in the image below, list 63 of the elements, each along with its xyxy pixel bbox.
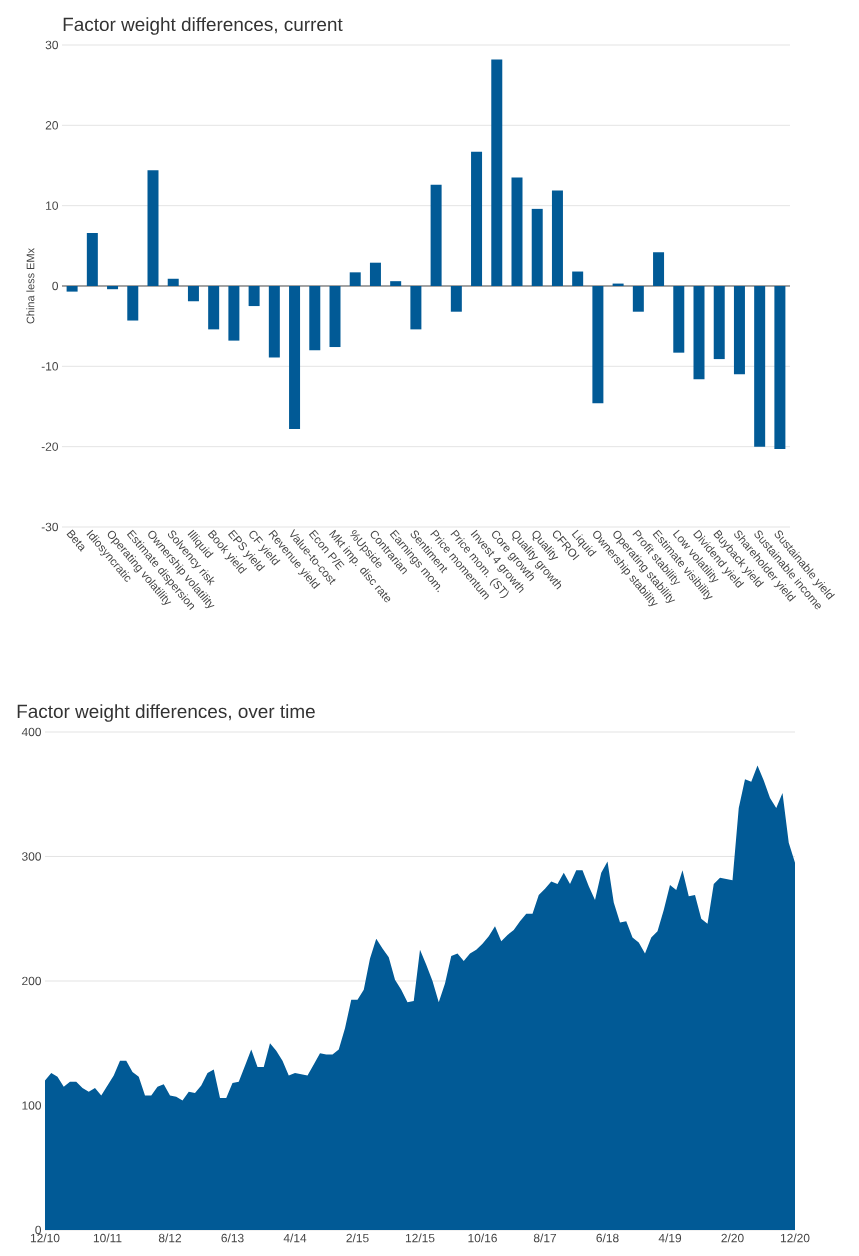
bar	[187, 285, 199, 302]
bar	[632, 285, 644, 312]
bar	[86, 232, 98, 286]
bar	[369, 262, 381, 286]
bar	[491, 59, 503, 286]
x-tick-label: 6/13	[221, 1233, 244, 1243]
x-tick-label: 4/14	[283, 1233, 307, 1243]
bar	[390, 281, 402, 286]
x-tick-label: 4/19	[658, 1233, 682, 1243]
x-tick-label: 8/12	[158, 1233, 182, 1243]
x-tick-label: 10/16	[468, 1233, 497, 1243]
x-tick-label: 12/10	[30, 1233, 60, 1243]
y-tick-label: -30	[41, 522, 59, 532]
bar	[531, 208, 543, 286]
bar	[66, 285, 78, 292]
bar	[208, 285, 220, 330]
bar	[450, 285, 462, 312]
bar	[653, 252, 665, 286]
bar	[410, 285, 422, 330]
y-tick-label: -20	[41, 442, 59, 451]
y-tick-label: 100	[22, 1101, 42, 1110]
y-tick-label: 400	[21, 727, 42, 737]
bar	[127, 285, 139, 321]
bar	[713, 285, 725, 360]
y-tick-label: -10	[41, 362, 59, 371]
chart-title: Factor weight differences, current	[63, 17, 343, 35]
bar	[329, 285, 341, 348]
y-tick-label: 30	[45, 40, 59, 50]
bar	[228, 285, 240, 341]
bar	[147, 170, 159, 286]
y-tick-label: 200	[22, 976, 42, 986]
y-tick-label: 0	[35, 1225, 42, 1235]
bar	[693, 285, 705, 380]
bar	[248, 285, 260, 307]
x-tick-label: 6/18	[596, 1233, 619, 1243]
bar	[733, 285, 745, 375]
bar	[289, 285, 301, 429]
y-tick-label: 300	[21, 852, 42, 861]
bar	[167, 278, 179, 286]
bar	[592, 285, 604, 404]
bar	[572, 271, 584, 286]
bar	[309, 285, 321, 351]
bar	[511, 177, 523, 286]
bar	[268, 285, 280, 358]
y-tick-label: 10	[46, 201, 59, 210]
y-tick-label: 0	[52, 281, 59, 291]
x-tick-label: 2/15	[346, 1233, 369, 1243]
bar	[673, 285, 685, 353]
x-tick-label: 12/15	[405, 1233, 435, 1243]
bar	[349, 272, 361, 286]
x-tick-label: 12/20	[780, 1233, 810, 1243]
y-tick-label: 20	[45, 121, 59, 130]
chart-title: Factor weight differences, over time	[17, 704, 315, 722]
bar	[551, 190, 563, 286]
bar	[754, 285, 766, 447]
y-axis-title: China less EMx	[26, 248, 35, 324]
bar	[471, 151, 483, 286]
x-tick-label: 8/17	[533, 1233, 557, 1243]
x-tick-label: 2/20	[721, 1233, 744, 1243]
x-tick-label: 10/11	[93, 1233, 122, 1243]
bar	[430, 184, 442, 286]
bar	[107, 285, 119, 290]
bar	[774, 285, 786, 450]
